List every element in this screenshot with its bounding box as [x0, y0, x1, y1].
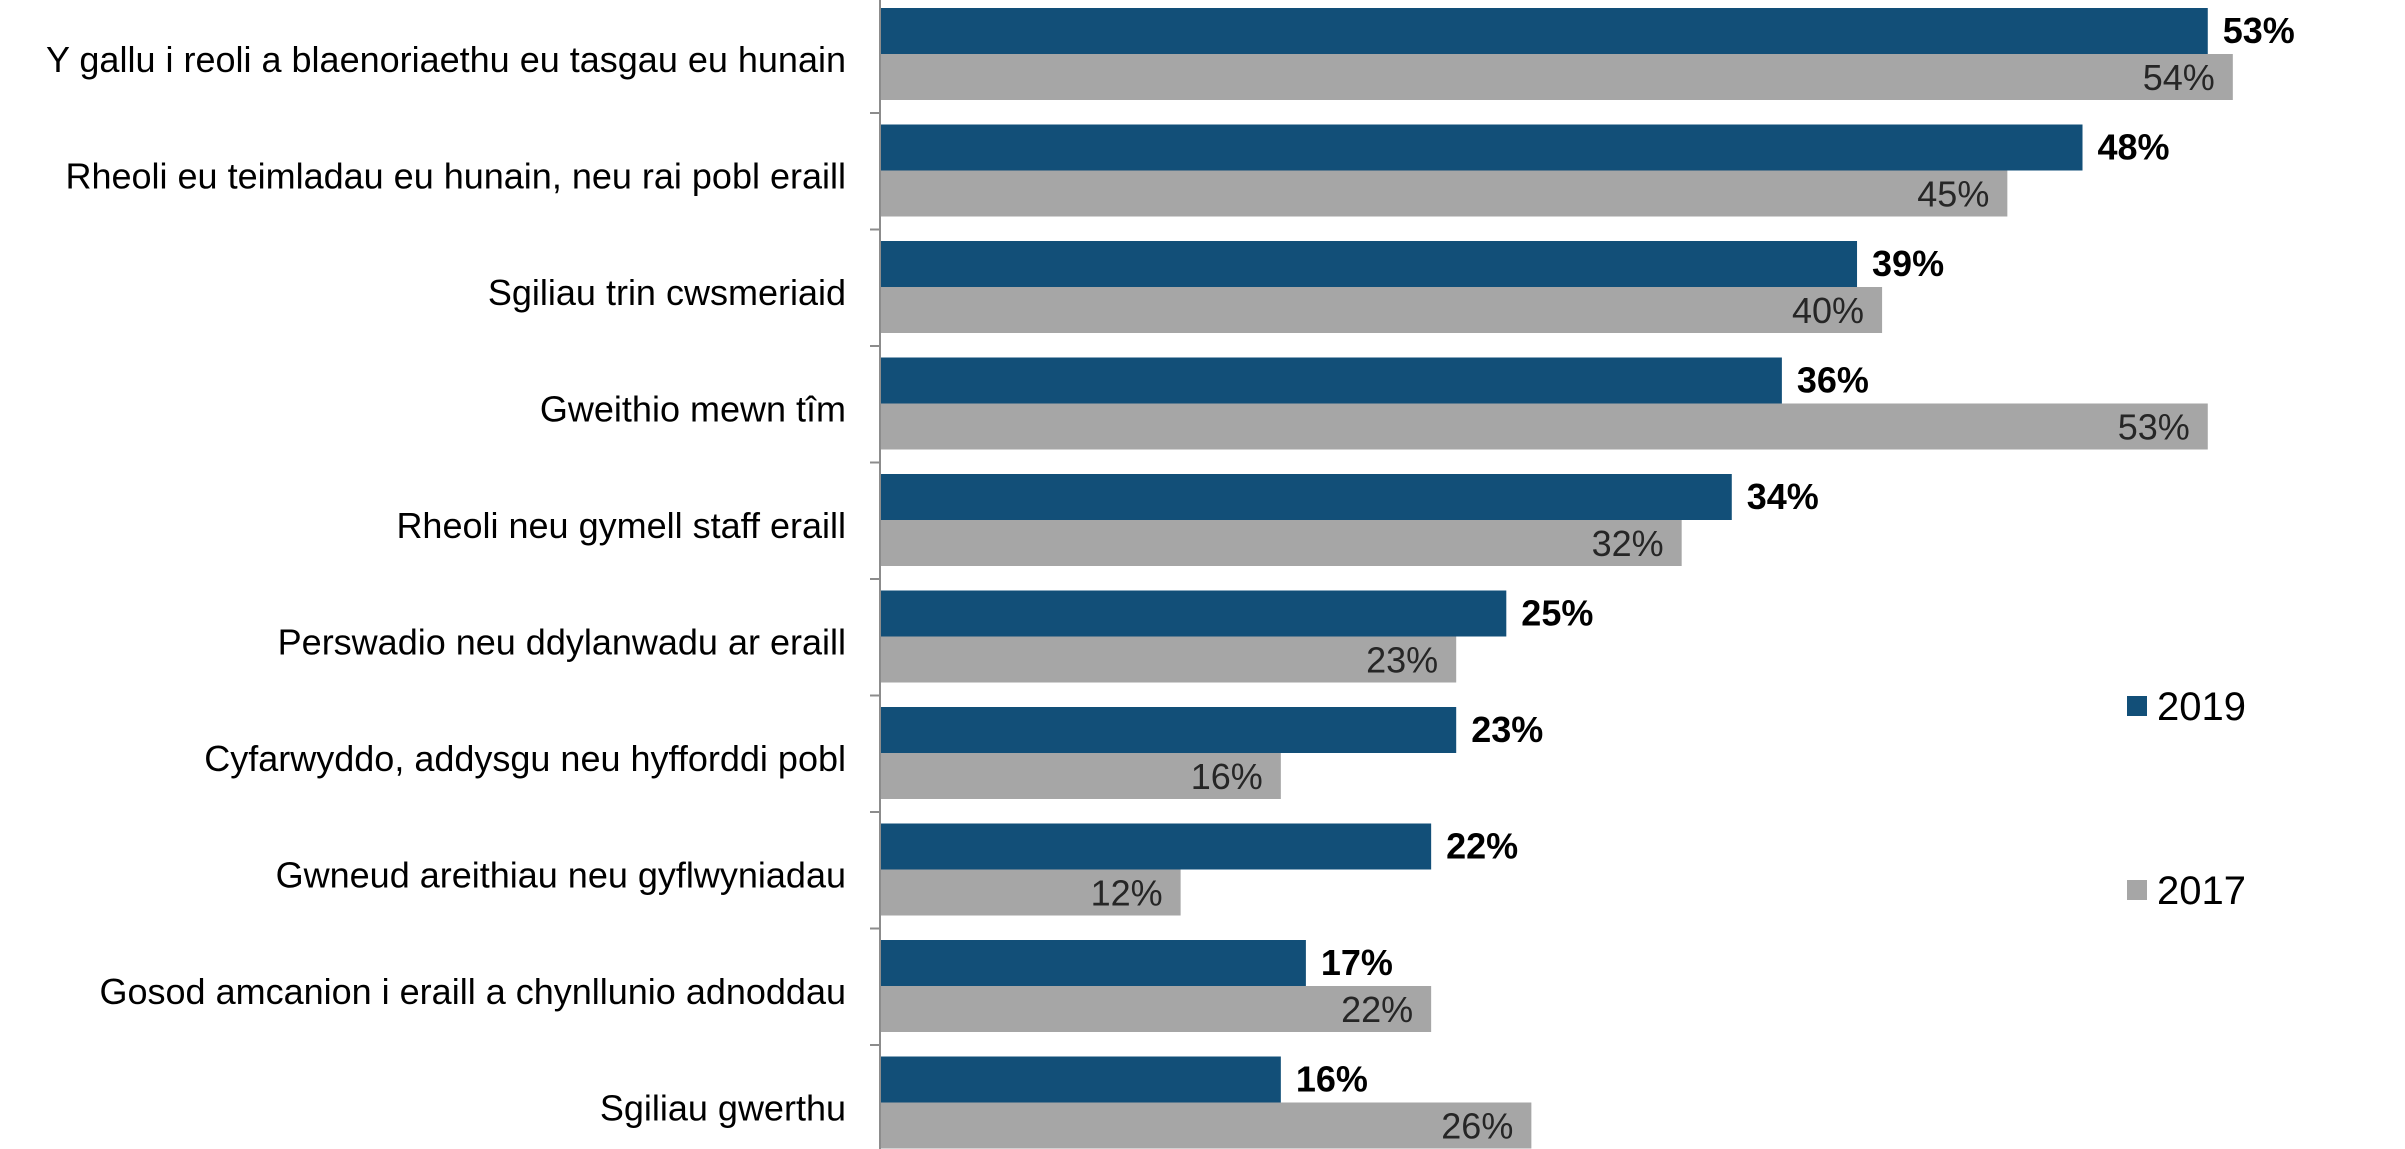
data-label-2019: 34% [1747, 476, 1819, 517]
bar-2017 [880, 636, 1457, 683]
category-label: Cyfarwyddo, addysgu neu hyfforddi pobl [204, 738, 846, 779]
data-label-2017: 22% [1341, 989, 1413, 1030]
category-label: Rheoli neu gymell staff eraill [396, 505, 846, 546]
data-label-2017: 54% [2143, 57, 2215, 98]
bar-2017 [880, 54, 2233, 100]
bar-2019 [880, 124, 2083, 171]
data-labels: 53%54%48%45%39%40%36%53%34%32%25%23%23%1… [1091, 10, 2295, 1147]
data-label-2019: 23% [1471, 709, 1543, 750]
category-label: Rheoli eu teimladau eu hunain, neu rai p… [65, 156, 846, 197]
data-label-2017: 45% [1917, 174, 1989, 215]
bar-2019 [880, 940, 1306, 986]
data-label-2017: 23% [1366, 640, 1438, 681]
data-label-2019: 48% [2098, 127, 2170, 168]
data-label-2019: 16% [1296, 1059, 1368, 1100]
category-label: Sgiliau gwerthu [600, 1088, 846, 1129]
bar-2019 [880, 707, 1457, 753]
bar-2019 [880, 823, 1432, 870]
bar-2017 [880, 869, 1181, 916]
bar-2019 [880, 1056, 1281, 1103]
legend-label-2019: 2019 [2157, 685, 2246, 729]
legend: 2019 2017 [2127, 685, 2246, 913]
data-label-2019: 39% [1872, 243, 1944, 284]
bar-2017 [880, 170, 2008, 217]
bar-2019 [880, 241, 1858, 287]
data-label-2017: 40% [1792, 290, 1864, 331]
bar-2019 [880, 357, 1782, 404]
category-label: Gweithio mewn tîm [540, 389, 846, 430]
category-axis [870, 0, 881, 1149]
category-label: Gwneud areithiau neu gyflwyniadau [276, 855, 846, 896]
category-label: Y gallu i reoli a blaenoriaethu eu tasga… [46, 39, 846, 80]
bar-2017 [880, 753, 1281, 799]
data-label-2019: 17% [1321, 942, 1393, 983]
bar-2017 [880, 520, 1682, 566]
bar-2019 [880, 590, 1507, 637]
bar-2019 [880, 8, 2208, 54]
bar-2019 [880, 474, 1732, 520]
category-label: Sgiliau trin cwsmeriaid [488, 272, 846, 313]
data-label-2017: 16% [1191, 756, 1263, 797]
legend-swatch-2019 [2127, 696, 2147, 716]
data-label-2019: 36% [1797, 360, 1869, 401]
category-label: Perswadio neu ddylanwadu ar eraill [278, 622, 846, 663]
data-label-2019: 25% [1521, 593, 1593, 634]
legend-swatch-2017 [2127, 880, 2147, 900]
bar-2017 [880, 287, 1883, 333]
data-label-2017: 12% [1091, 873, 1163, 914]
category-label: Gosod amcanion i eraill a chynllunio adn… [100, 971, 847, 1012]
bar-2017 [880, 1102, 1532, 1149]
category-labels: Y gallu i reoli a blaenoriaethu eu tasga… [46, 39, 846, 1129]
data-label-2019: 53% [2223, 10, 2295, 51]
bars-group [880, 8, 2233, 1149]
bar-2017 [880, 403, 2208, 450]
legend-label-2017: 2017 [2157, 869, 2246, 913]
data-label-2017: 53% [2118, 407, 2190, 448]
data-label-2017: 32% [1592, 523, 1664, 564]
data-label-2017: 26% [1441, 1106, 1513, 1147]
bar-2017 [880, 986, 1432, 1032]
data-label-2019: 22% [1446, 826, 1518, 867]
